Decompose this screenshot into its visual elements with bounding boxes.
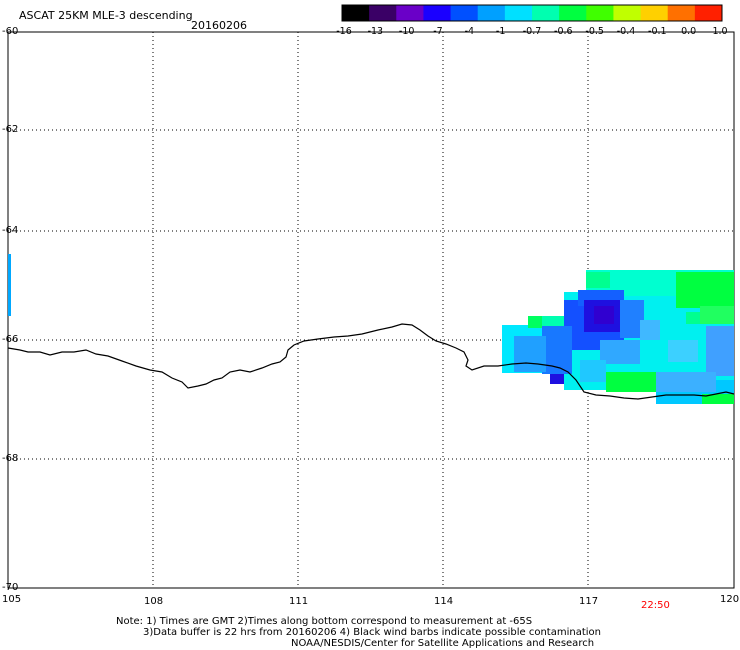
coastline xyxy=(7,323,735,400)
edge-data-strip xyxy=(8,254,11,316)
colorbar-swatch xyxy=(694,5,723,21)
swath-cell xyxy=(702,394,734,404)
swath-cell xyxy=(640,320,660,340)
lat-label-66: -66 xyxy=(2,334,19,345)
swath-data xyxy=(502,270,734,404)
colorbar-swatch xyxy=(559,5,587,21)
product-title: ASCAT 25KM MLE-3 descending xyxy=(19,9,193,22)
swath-cell xyxy=(542,326,572,374)
swath-cell xyxy=(586,272,610,288)
colorbar-swatch xyxy=(504,5,533,21)
swath-cell xyxy=(550,374,564,384)
lat-label-62: -62 xyxy=(2,124,19,135)
lon-label-108: 108 xyxy=(144,596,164,607)
lon-label-114: 114 xyxy=(434,596,454,607)
colorbar-swatch xyxy=(586,5,614,21)
colorbar xyxy=(341,4,723,22)
footer-note-3: NOAA/NESDIS/Center for Satellite Applica… xyxy=(291,638,595,649)
colorbar-frame xyxy=(341,4,723,22)
colorbar-swatch xyxy=(640,5,669,21)
lat-label-70: -70 xyxy=(2,582,19,593)
footer-note-1: Note: 1) Times are GMT 2)Times along bot… xyxy=(116,616,533,627)
swath-cell xyxy=(656,372,716,392)
lat-label-64: -64 xyxy=(2,225,19,236)
swath-cell xyxy=(706,326,734,376)
lon-label-111: 111 xyxy=(289,596,309,607)
colorbar-swatch xyxy=(613,5,642,21)
swath-cell xyxy=(580,360,606,382)
colorbar-swatch xyxy=(396,5,424,21)
colorbar-swatch xyxy=(477,5,506,21)
lon-label-120: 120 xyxy=(720,594,740,605)
footer-note-2: 3)Data buffer is 22 hrs from 20160206 4)… xyxy=(143,627,601,638)
colorbar-swatch xyxy=(369,5,397,21)
swath-cell xyxy=(528,316,542,328)
colorbar-swatch xyxy=(450,5,479,21)
swath-cell xyxy=(668,340,698,362)
swath-cell xyxy=(594,306,614,324)
swath-cell xyxy=(700,306,734,324)
product-date: 20160206 xyxy=(191,19,247,32)
swath-cell xyxy=(676,272,734,308)
colorbar-swatch xyxy=(423,5,452,21)
swath-cell xyxy=(606,372,656,392)
lat-label-68: -68 xyxy=(2,453,19,464)
swath-cell xyxy=(686,312,700,324)
lon-label-105: 105 xyxy=(2,594,22,605)
colorbar-swatch xyxy=(532,5,560,21)
lat-label-60: -60 xyxy=(2,26,19,37)
colorbar-swatch xyxy=(667,5,696,21)
swath-cell xyxy=(528,316,588,326)
swath-cell xyxy=(514,336,546,372)
lon-label-117: 117 xyxy=(579,596,599,607)
pass-time-label: 22:50 xyxy=(641,600,670,611)
swath-cell xyxy=(600,340,640,364)
colorbar-swatch xyxy=(342,5,370,21)
